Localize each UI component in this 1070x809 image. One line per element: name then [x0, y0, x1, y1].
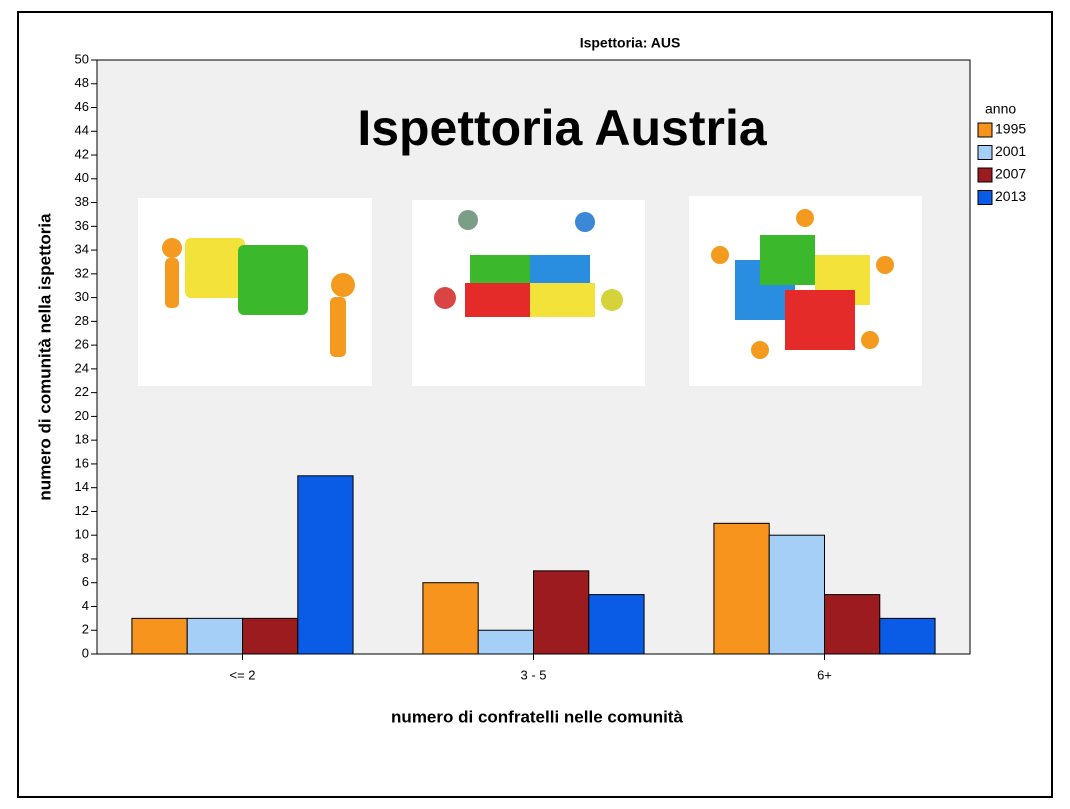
y-tick-label: 0	[82, 645, 89, 660]
legend-label: 1995	[995, 121, 1026, 137]
legend-swatch	[978, 146, 992, 160]
x-tick-label: 3 - 5	[520, 667, 546, 682]
chart: Ispettoria: AUS Ispettoria Austria numer…	[0, 0, 1070, 809]
y-tick-label: 14	[75, 479, 89, 494]
y-axis-label: numero di comunità nella ispettoria	[35, 213, 54, 501]
y-tick-label: 4	[82, 598, 89, 613]
y-tick-label: 28	[75, 313, 89, 328]
legend-swatch	[978, 123, 992, 137]
x-tick-label: <= 2	[229, 667, 255, 682]
y-tick-label: 46	[75, 99, 89, 114]
bar	[298, 476, 353, 654]
y-tick-label: 24	[75, 360, 89, 375]
bar	[880, 618, 935, 654]
y-tick-label: 26	[75, 337, 89, 352]
y-tick-label: 6	[82, 574, 89, 589]
bar	[187, 618, 242, 654]
y-tick-label: 12	[75, 503, 89, 518]
picture	[412, 200, 645, 386]
y-tick-label: 2	[82, 622, 89, 637]
y-tick-label: 44	[75, 123, 89, 138]
legend-label: 2013	[995, 188, 1026, 204]
y-tick-label: 50	[75, 51, 89, 66]
y-tick-label: 16	[75, 455, 89, 470]
bar	[714, 523, 769, 654]
overlay-title: Ispettoria Austria	[357, 100, 768, 156]
y-tick-label: 42	[75, 146, 89, 161]
bar	[478, 630, 533, 654]
y-tick-label: 36	[75, 218, 89, 233]
y-tick-label: 10	[75, 527, 89, 542]
legend-swatch	[978, 168, 992, 182]
y-tick-label: 30	[75, 289, 89, 304]
bar	[769, 535, 824, 654]
bar	[423, 583, 478, 654]
legend-title: anno	[985, 101, 1016, 117]
legend-label: 2001	[995, 143, 1026, 159]
legend-swatch	[978, 191, 992, 205]
y-tick-label: 32	[75, 265, 89, 280]
y-tick-label: 20	[75, 408, 89, 423]
legend-label: 2007	[995, 166, 1026, 182]
y-tick-label: 48	[75, 75, 89, 90]
x-axis-label: numero di confratelli nelle comunità	[391, 707, 683, 726]
picture	[689, 196, 922, 386]
bar	[243, 618, 298, 654]
y-tick-label: 8	[82, 550, 89, 565]
bar	[825, 595, 880, 654]
y-tick-label: 38	[75, 194, 89, 209]
bar	[589, 595, 644, 654]
x-tick-label: 6+	[817, 667, 832, 682]
bar	[132, 618, 187, 654]
chart-title: Ispettoria: AUS	[580, 35, 681, 51]
y-tick-label: 22	[75, 384, 89, 399]
bar	[534, 571, 589, 654]
y-tick-label: 40	[75, 170, 89, 185]
y-tick-label: 18	[75, 432, 89, 447]
picture	[138, 198, 372, 386]
y-tick-label: 34	[75, 242, 89, 257]
